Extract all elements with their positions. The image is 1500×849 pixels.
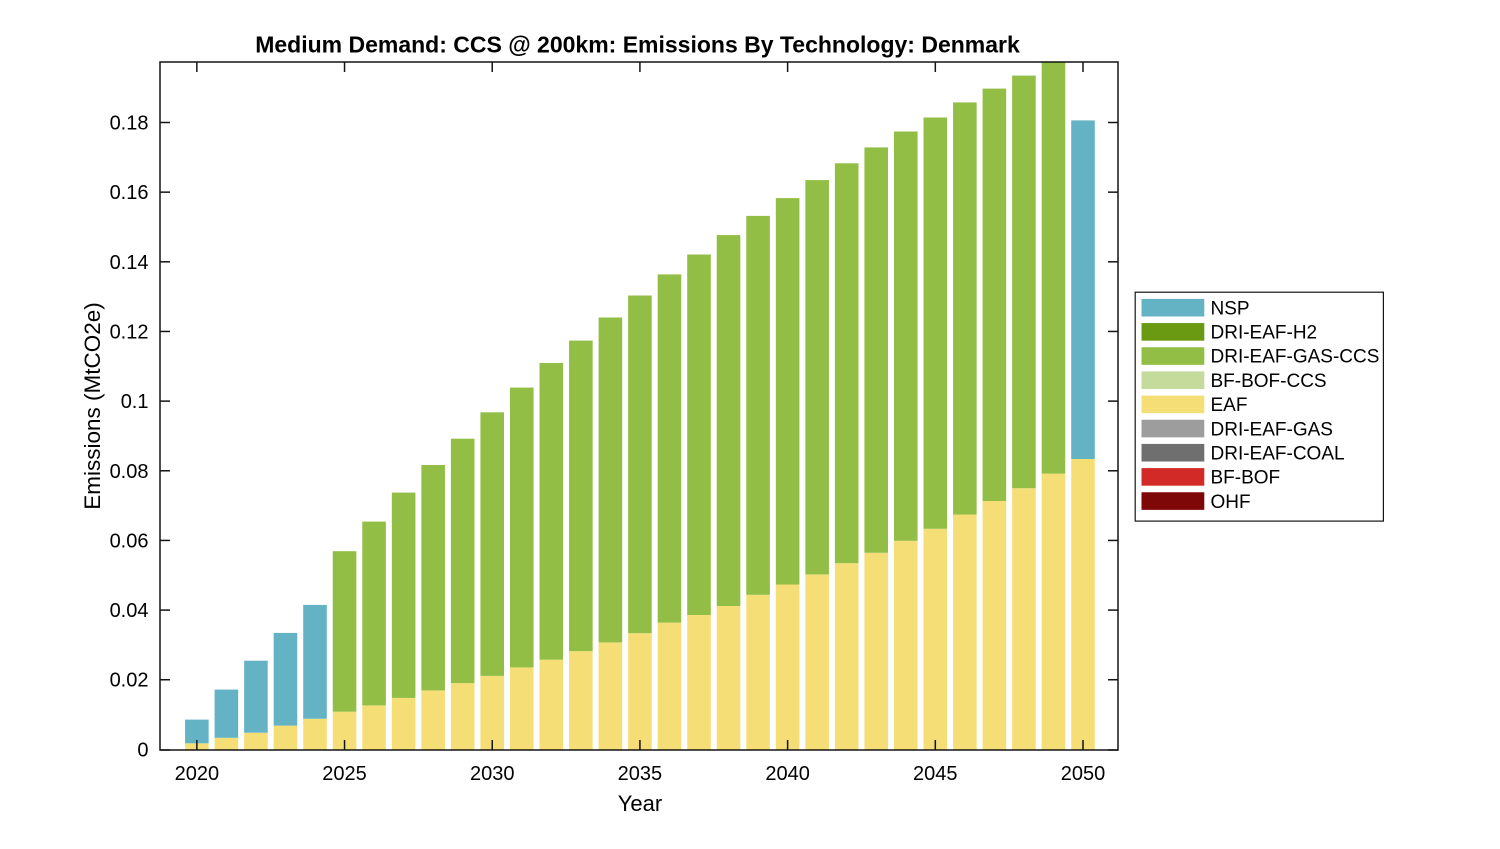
svg-text:2045: 2045 (913, 763, 958, 785)
svg-text:Year: Year (618, 791, 662, 816)
svg-text:0.14: 0.14 (110, 252, 149, 274)
svg-text:2020: 2020 (175, 763, 220, 785)
svg-text:0.16: 0.16 (110, 182, 149, 204)
svg-text:Medium Demand: CCS @ 200km: Em: Medium Demand: CCS @ 200km: Emissions By… (255, 32, 1020, 58)
svg-text:EAF: EAF (1211, 395, 1248, 416)
svg-text:0.04: 0.04 (110, 600, 149, 622)
svg-text:2050: 2050 (1061, 763, 1106, 785)
svg-text:2025: 2025 (322, 763, 367, 785)
svg-text:Emissions (MtCO2e): Emissions (MtCO2e) (80, 302, 105, 510)
svg-text:2035: 2035 (618, 763, 663, 785)
svg-text:NSP: NSP (1211, 298, 1250, 319)
svg-text:0.02: 0.02 (110, 670, 149, 692)
svg-text:BF-BOF: BF-BOF (1211, 468, 1281, 489)
svg-text:BF-BOF-CCS: BF-BOF-CCS (1211, 371, 1327, 392)
svg-text:2030: 2030 (470, 763, 515, 785)
svg-text:0: 0 (137, 739, 148, 761)
svg-text:OHF: OHF (1211, 492, 1251, 513)
svg-text:0.18: 0.18 (110, 113, 149, 135)
svg-text:0.1: 0.1 (121, 391, 149, 413)
svg-text:0.06: 0.06 (110, 530, 149, 552)
svg-text:0.08: 0.08 (110, 461, 149, 483)
svg-text:DRI-EAF-GAS-CCS: DRI-EAF-GAS-CCS (1211, 347, 1380, 368)
svg-text:DRI-EAF-GAS: DRI-EAF-GAS (1211, 419, 1333, 440)
svg-text:DRI-EAF-H2: DRI-EAF-H2 (1211, 323, 1318, 344)
svg-text:DRI-EAF-COAL: DRI-EAF-COAL (1211, 443, 1345, 464)
svg-text:2040: 2040 (765, 763, 810, 785)
svg-text:0.12: 0.12 (110, 321, 149, 343)
